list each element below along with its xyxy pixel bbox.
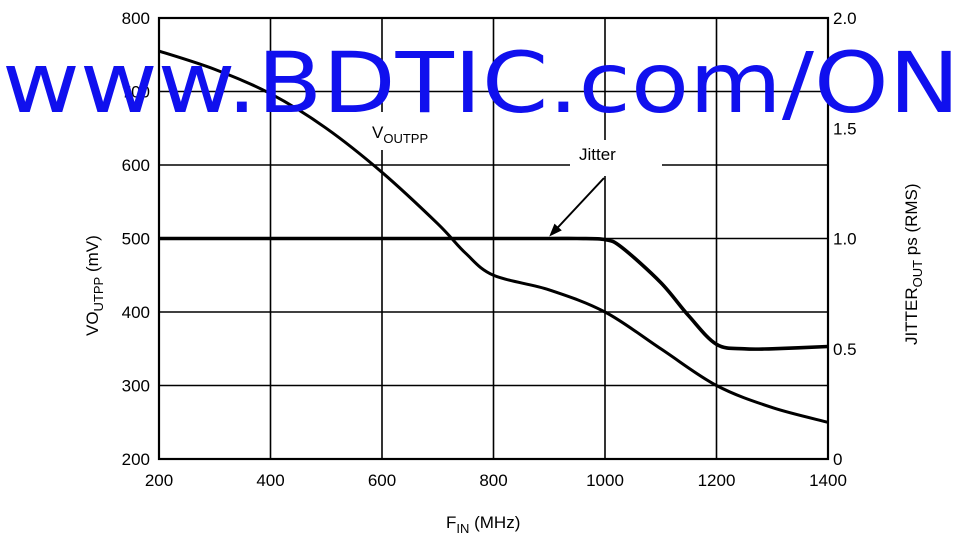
right-y-tick-3: 1.5 bbox=[833, 119, 857, 138]
series-label-jitter: Jitter bbox=[579, 145, 616, 164]
x-tick-1000: 1000 bbox=[586, 471, 624, 490]
x-tick-600: 600 bbox=[368, 471, 396, 490]
right-y-axis-label: JITTEROUT ps (RMS) bbox=[902, 183, 925, 345]
series-lines bbox=[158, 49, 829, 424]
label-box-jitter bbox=[570, 140, 662, 176]
left-y-tick-600: 600 bbox=[122, 156, 150, 175]
left-y-tick-400: 400 bbox=[122, 303, 150, 322]
right-y-tick-labels: 0 0.5 1.0 1.5 2.0 bbox=[833, 9, 857, 469]
left-y-tick-200: 200 bbox=[122, 450, 150, 469]
series-line-jitter bbox=[159, 236, 829, 351]
x-tick-1400: 1400 bbox=[809, 471, 847, 490]
right-y-tick-2: 1.0 bbox=[833, 230, 857, 249]
x-tick-800: 800 bbox=[479, 471, 507, 490]
right-y-tick-0: 0 bbox=[833, 450, 842, 469]
right-y-tick-1: 0.5 bbox=[833, 340, 857, 359]
x-axis-label: FIN (MHz) bbox=[446, 513, 520, 533]
x-tick-200: 200 bbox=[145, 471, 173, 490]
x-tick-400: 400 bbox=[256, 471, 284, 490]
left-y-axis-label: VOUTPP (mV) bbox=[83, 235, 106, 336]
left-y-tick-300: 300 bbox=[122, 377, 150, 396]
left-y-tick-800: 800 bbox=[122, 9, 150, 28]
annotation-arrow-line bbox=[550, 177, 605, 236]
left-y-tick-700: 700 bbox=[122, 83, 150, 102]
series-label-voutpp: VOUTPP bbox=[372, 123, 428, 146]
series-line-voutpp bbox=[158, 49, 829, 424]
annotation-arrowhead bbox=[549, 223, 562, 237]
x-tick-labels: 200 400 600 800 1000 1200 1400 bbox=[145, 471, 847, 490]
grid-lines bbox=[159, 18, 828, 459]
watermark: www.BDTIC.com/ON bbox=[2, 34, 960, 132]
x-tick-1200: 1200 bbox=[698, 471, 736, 490]
left-y-tick-500: 500 bbox=[122, 230, 150, 249]
left-y-tick-labels: 200 300 400 500 600 700 800 bbox=[122, 9, 150, 469]
right-y-tick-4: 2.0 bbox=[833, 9, 857, 28]
label-box-voutpp bbox=[362, 112, 450, 150]
